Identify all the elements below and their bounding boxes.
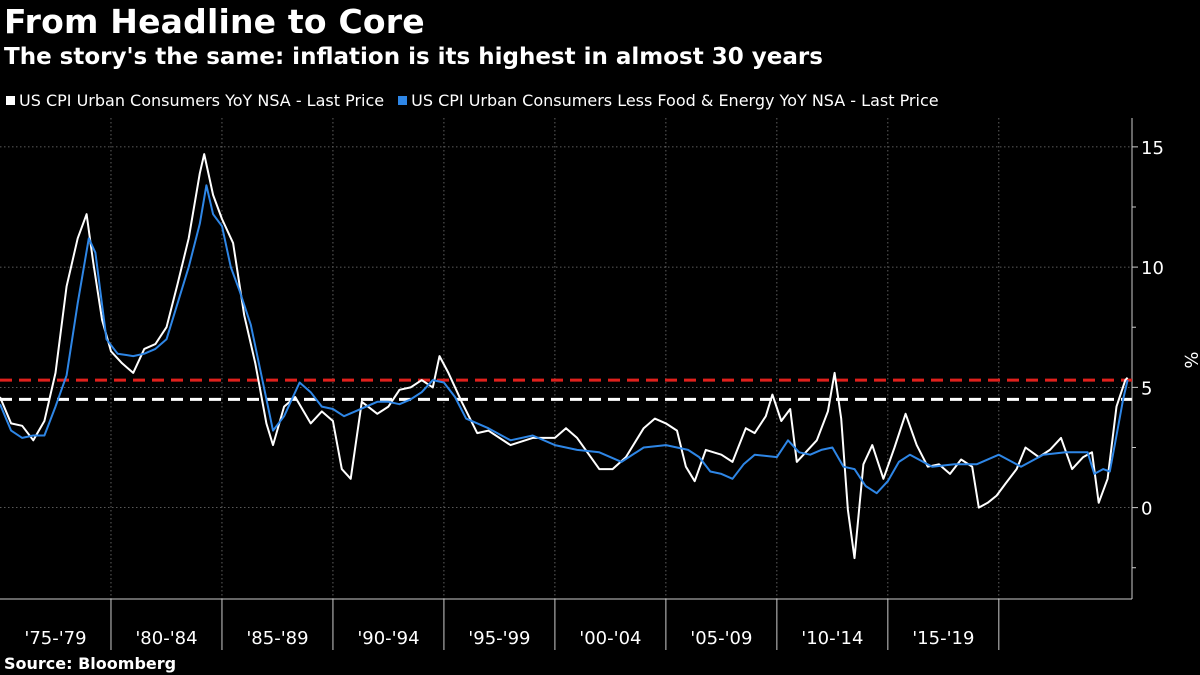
legend-entry-headline: US CPI Urban Consumers YoY NSA - Last Pr… [6, 91, 384, 110]
legend-entry-core: US CPI Urban Consumers Less Food & Energ… [398, 91, 939, 110]
legend-swatch-core [398, 96, 408, 105]
y-tick-label: 5 [1141, 378, 1152, 399]
chart-title: From Headline to Core [4, 2, 425, 41]
y-tick-label: 15 [1141, 138, 1164, 159]
chart-subtitle: The story's the same: inflation is its h… [4, 44, 823, 70]
x-tick-label: '05-'09 [690, 628, 752, 649]
x-tick-label: '10-'14 [801, 628, 863, 649]
x-tick-label: '80-'84 [135, 628, 197, 649]
series-line-headline [0, 153, 1129, 560]
x-tick-label: '95-'99 [468, 628, 530, 649]
legend-swatch-headline [6, 96, 15, 105]
source-note: Source: Bloomberg [4, 654, 177, 673]
x-tick-label: '00-'04 [579, 628, 641, 649]
legend-label-core: US CPI Urban Consumers Less Food & Energ… [411, 91, 939, 110]
x-tick-label: '15-'19 [912, 628, 974, 649]
x-tick-label: '75-'79 [24, 628, 86, 649]
series-line-core [0, 184, 1129, 495]
y-tick-label: 10 [1141, 258, 1164, 279]
legend-label-headline: US CPI Urban Consumers YoY NSA - Last Pr… [19, 91, 385, 110]
x-tick-label: '85-'89 [246, 628, 308, 649]
y-tick-label: 0 [1141, 499, 1152, 520]
y-axis-label: % [1180, 351, 1200, 368]
legend: US CPI Urban Consumers YoY NSA - Last Pr… [6, 91, 939, 110]
x-tick-label: '90-'94 [357, 628, 419, 649]
